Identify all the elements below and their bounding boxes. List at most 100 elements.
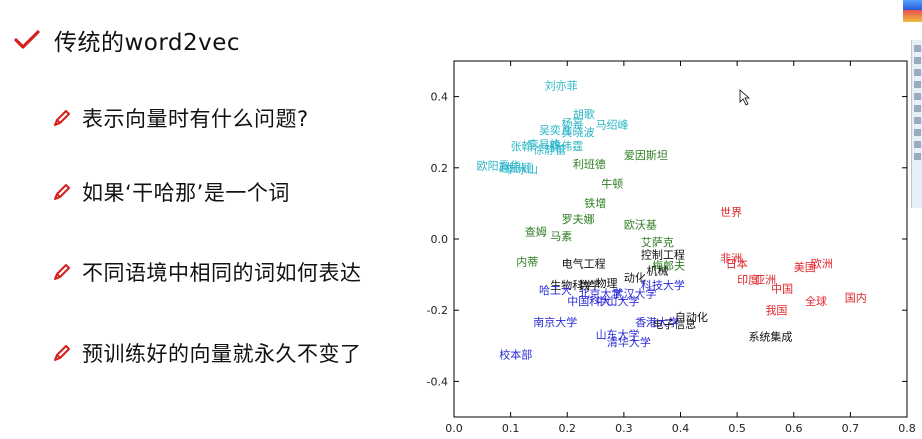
checkmark-icon <box>14 30 40 49</box>
point-label: 电子信息 <box>652 317 696 331</box>
x-tick-label: 0.8 <box>898 422 916 435</box>
bullet-text: 如果‘干哈那’是一个词 <box>82 181 290 205</box>
point-label: 中国 <box>771 282 793 295</box>
point-label: 马绍峰 <box>596 118 629 132</box>
x-tick-label: 0.0 <box>445 422 463 435</box>
point-label: 日本 <box>726 256 748 270</box>
y-tick-label: 0.4 <box>431 91 449 104</box>
toolbar-button[interactable] <box>914 93 921 100</box>
pencil-icon <box>54 110 70 126</box>
bullet-text: 预训练好的向量就永久不变了 <box>82 342 362 366</box>
toolbar-button[interactable] <box>914 129 921 136</box>
point-label: 非洲 <box>720 252 742 265</box>
bullet-item: 表示向量时有什么问题? <box>52 102 309 134</box>
point-label: 梅郎夫 <box>652 258 685 272</box>
point-label: 数学 <box>579 278 601 292</box>
y-tick-label: 0.0 <box>431 233 449 246</box>
point-label: 机械 <box>647 264 669 278</box>
point-label: 牛顿 <box>601 176 623 190</box>
y-tick-label: -0.2 <box>427 304 448 317</box>
point-label: 武汉大学 <box>613 287 657 301</box>
point-label: 张翰 <box>511 139 533 153</box>
point-label: 李易峰 <box>528 137 561 151</box>
toolbar-button[interactable] <box>914 153 921 160</box>
point-label: 吴奕凡 <box>539 123 572 137</box>
y-tick-label: -0.4 <box>427 375 448 388</box>
toolbar-button[interactable] <box>914 117 921 124</box>
point-label: 赵丽颖 <box>499 160 532 174</box>
point-label: 北京大学 <box>579 287 623 301</box>
point-label: 陈伟霆 <box>550 139 583 153</box>
point-label: 内蒂 <box>516 255 538 269</box>
point-label: 我国 <box>765 304 787 317</box>
cursor-icon <box>739 89 751 106</box>
x-tick-label: 0.5 <box>728 422 746 435</box>
point-label: 山东大学 <box>596 328 640 342</box>
x-tick-label: 0.7 <box>842 422 860 435</box>
plot-frame <box>453 60 908 418</box>
bullet-item: 预训练好的向量就永久不变了 <box>52 337 362 369</box>
point-label: 杨幂 <box>562 116 584 130</box>
point-label: 国内 <box>845 290 867 304</box>
point-label: 李冰山 <box>505 162 538 176</box>
point-label: 美国 <box>794 261 816 274</box>
side-toolbar[interactable] <box>911 40 922 208</box>
slide-title: 传统的word2vec <box>54 30 241 56</box>
point-label: 哈工大 <box>539 283 572 297</box>
point-label: 科技大学 <box>641 278 685 292</box>
point-label: 查姆 <box>525 224 547 238</box>
point-label: 利班德 <box>573 157 606 171</box>
point-label: 亚洲 <box>754 274 776 287</box>
point-label: 欧沃基 <box>624 218 657 231</box>
point-label: 清华大学 <box>607 335 651 349</box>
bullet-text: 表示向量时有什么问题? <box>82 107 309 131</box>
x-tick-label: 0.3 <box>615 422 633 435</box>
app-icon <box>903 0 922 22</box>
point-label: 南京大学 <box>533 315 577 329</box>
point-label: 系统集成 <box>748 329 792 343</box>
point-label: 爱因斯坦 <box>624 148 668 162</box>
point-label: 世界 <box>720 206 742 219</box>
point-label: 自动化 <box>675 310 708 324</box>
toolbar-button[interactable] <box>914 105 921 112</box>
pencil-icon <box>54 264 70 280</box>
point-label: 电气工程 <box>562 256 606 270</box>
point-label: 罗夫娜 <box>562 212 595 226</box>
point-label: 香港大学 <box>635 315 679 329</box>
toolbar-button[interactable] <box>914 141 921 148</box>
x-tick-label: 0.6 <box>785 422 803 435</box>
toolbar-button[interactable] <box>914 45 921 52</box>
point-label: 徐静蕾 <box>533 143 566 157</box>
point-label: 艾萨克 <box>641 236 674 249</box>
point-label: 欧洲 <box>811 257 833 270</box>
bullet-item: 如果‘干哈那’是一个词 <box>52 176 290 208</box>
toolbar-button[interactable] <box>914 69 921 76</box>
toolbar-button[interactable] <box>914 81 921 88</box>
toolbar-button[interactable] <box>914 57 921 64</box>
pencil-icon <box>54 345 70 361</box>
bullet-text: 不同语境中相同的词如何表达 <box>82 261 362 285</box>
point-label: 全球 <box>805 294 827 308</box>
point-label: 中山大学 <box>596 294 640 308</box>
word-embedding-scatter-chart: 0.0 0.1 0.2 0.3 0.4 0.5 0.6 0.7 0.8 -0.4 -0.2 0.0 0.… <box>427 60 916 435</box>
x-tick-label: 0.2 <box>559 422 577 435</box>
y-tick-label: 0.2 <box>431 162 449 175</box>
point-label: 控制工程 <box>641 248 685 262</box>
point-label: 中国科大 <box>567 294 611 308</box>
point-label: 刘亦菲 <box>545 78 578 92</box>
bullet-item: 不同语境中相同的词如何表达 <box>52 256 362 288</box>
point-label: 胡歌 <box>573 107 595 121</box>
pencil-icon <box>54 184 70 200</box>
point-label: 黄晓波 <box>562 125 595 139</box>
point-label: 校本部 <box>499 347 532 361</box>
x-tick-label: 0.1 <box>502 422 520 435</box>
point-label: 动化 <box>624 271 646 285</box>
x-tick-label: 0.4 <box>672 422 690 435</box>
point-label: 印度 <box>737 273 759 287</box>
point-label: 马素 <box>550 230 572 243</box>
title-row: 传统的word2vec <box>14 24 240 56</box>
point-label: 欧阳震华 <box>477 159 521 173</box>
point-label: 物理 <box>596 276 618 290</box>
point-label: 铁增 <box>584 196 606 210</box>
